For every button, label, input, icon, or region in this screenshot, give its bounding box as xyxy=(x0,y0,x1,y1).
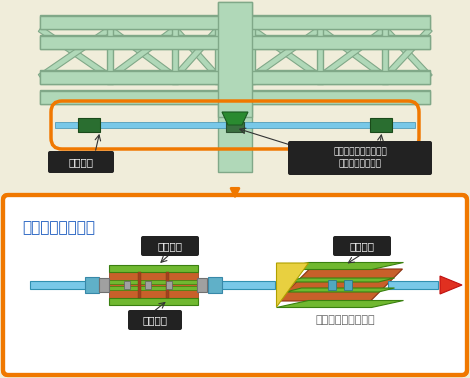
Bar xyxy=(107,22,113,84)
Text: 上から見た拡大図: 上から見た拡大図 xyxy=(22,220,95,235)
Bar xyxy=(218,2,252,172)
Bar xyxy=(55,122,415,128)
Bar xyxy=(370,118,392,132)
Polygon shape xyxy=(173,27,220,79)
Polygon shape xyxy=(383,27,432,79)
Bar xyxy=(78,118,100,132)
FancyBboxPatch shape xyxy=(288,141,432,175)
Polygon shape xyxy=(383,27,432,79)
Polygon shape xyxy=(250,26,322,79)
Bar xyxy=(215,22,221,84)
Bar xyxy=(208,277,222,293)
Bar xyxy=(145,281,151,289)
Polygon shape xyxy=(285,278,394,282)
Text: 積層ゴムの変形状況: 積層ゴムの変形状況 xyxy=(315,315,375,325)
Polygon shape xyxy=(250,26,322,79)
Bar xyxy=(344,280,352,290)
Bar xyxy=(40,16,430,29)
Bar xyxy=(226,122,244,132)
Bar xyxy=(30,281,88,289)
Text: 積層ゴム: 積層ゴム xyxy=(350,241,375,251)
Bar xyxy=(220,281,275,289)
Bar xyxy=(109,272,198,298)
Polygon shape xyxy=(108,26,177,79)
Bar xyxy=(40,90,430,104)
Polygon shape xyxy=(277,269,402,301)
Bar xyxy=(40,91,430,104)
Polygon shape xyxy=(108,26,177,79)
Bar xyxy=(382,22,388,84)
Bar xyxy=(99,278,109,292)
Bar xyxy=(317,22,323,84)
Polygon shape xyxy=(440,276,462,294)
Bar xyxy=(109,280,198,284)
Text: ケーブル: ケーブル xyxy=(69,157,94,167)
Text: 積層ゴム: 積層ゴム xyxy=(157,241,182,251)
Text: ケーブル: ケーブル xyxy=(142,315,167,325)
FancyBboxPatch shape xyxy=(48,151,114,173)
Bar xyxy=(166,281,172,289)
Polygon shape xyxy=(276,263,308,307)
Polygon shape xyxy=(318,26,387,79)
Polygon shape xyxy=(285,288,394,292)
Bar xyxy=(109,286,198,290)
Bar xyxy=(124,281,130,289)
Bar xyxy=(40,70,430,84)
Polygon shape xyxy=(38,26,112,79)
Bar xyxy=(388,281,438,289)
Bar xyxy=(40,36,430,49)
FancyBboxPatch shape xyxy=(333,236,391,256)
Bar xyxy=(328,280,336,290)
Bar xyxy=(166,272,169,298)
Bar xyxy=(172,22,178,84)
Polygon shape xyxy=(38,26,112,79)
FancyBboxPatch shape xyxy=(141,236,199,256)
Bar xyxy=(40,35,430,49)
Polygon shape xyxy=(318,26,387,79)
Bar xyxy=(109,298,198,305)
Text: 積層ゴムダンパー: 積層ゴムダンパー xyxy=(338,160,382,169)
FancyBboxPatch shape xyxy=(128,310,182,330)
Bar xyxy=(218,2,252,117)
Polygon shape xyxy=(276,301,404,307)
Text: 縦置きサンドイッチ型: 縦置きサンドイッチ型 xyxy=(333,147,387,156)
Bar xyxy=(40,15,430,29)
Bar xyxy=(138,272,141,298)
Bar xyxy=(109,265,198,272)
Polygon shape xyxy=(276,262,404,270)
Bar xyxy=(40,71,430,84)
Polygon shape xyxy=(173,27,220,79)
Bar xyxy=(249,22,255,84)
Polygon shape xyxy=(222,112,248,125)
Bar xyxy=(197,278,207,292)
FancyBboxPatch shape xyxy=(3,195,467,375)
Bar xyxy=(85,277,99,293)
